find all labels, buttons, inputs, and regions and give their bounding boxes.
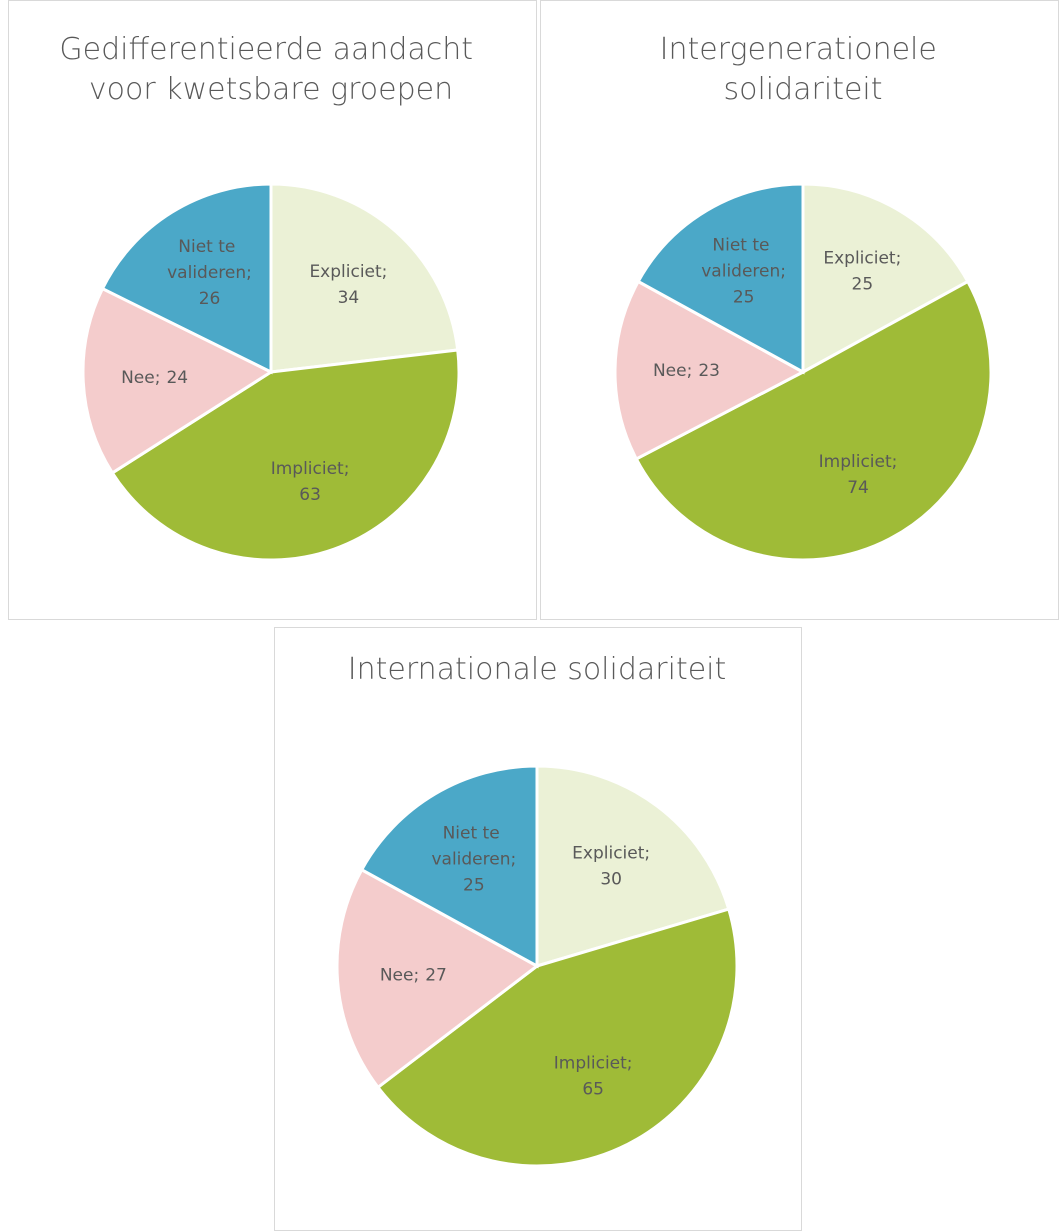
pie-slice	[359, 764, 539, 969]
pie-slice	[110, 348, 461, 562]
chart-title: Intergenerationele solidariteit	[660, 32, 947, 107]
slice-category: Impliciet;	[271, 459, 350, 479]
slice-value: 30	[600, 870, 622, 890]
slice-value: 23	[698, 361, 720, 381]
slice-value: 26	[199, 289, 221, 309]
slice-label: Nee; 27	[380, 965, 447, 985]
pie-slice	[335, 867, 540, 1090]
slice-value: 74	[847, 478, 869, 498]
pie-slice	[269, 182, 460, 374]
slice-category: Expliciet;	[823, 249, 901, 269]
slice-value: 25	[733, 288, 755, 308]
pie-slice	[636, 182, 805, 375]
pie-slice	[100, 182, 273, 375]
slice-category: Niet te valideren;	[431, 823, 516, 869]
slice-value: 65	[582, 1080, 604, 1100]
slice-category: Nee;	[380, 965, 419, 985]
slice-category: Nee;	[653, 361, 692, 381]
slice-value: 63	[299, 485, 321, 505]
slice-value: 25	[852, 275, 874, 295]
slice-value: 24	[166, 368, 188, 388]
slice-category: Impliciet;	[554, 1054, 633, 1074]
slice-category: Niet te valideren;	[701, 236, 786, 282]
pie-slice	[613, 279, 807, 461]
slice-category: Impliciet;	[819, 452, 898, 472]
pie-slice	[375, 907, 739, 1168]
slice-category: Niet te valideren;	[167, 237, 252, 283]
pie-slice	[634, 279, 993, 562]
pie-slice	[801, 182, 970, 375]
slice-label: Nee; 24	[121, 368, 188, 388]
pie-slice	[535, 764, 731, 969]
slice-value: 25	[463, 875, 485, 895]
slice-value: 34	[338, 288, 360, 308]
slice-value: 27	[425, 965, 447, 985]
chart-title: Gedifferentieerde aandacht voor kwetsbar…	[59, 32, 482, 107]
slice-category: Expliciet;	[572, 844, 650, 864]
pie-slice	[81, 286, 275, 475]
chart-title: Internationale solidariteit	[348, 652, 727, 687]
slice-label: Nee; 23	[653, 361, 720, 381]
slice-category: Expliciet;	[309, 262, 387, 282]
slice-category: Nee;	[121, 368, 160, 388]
